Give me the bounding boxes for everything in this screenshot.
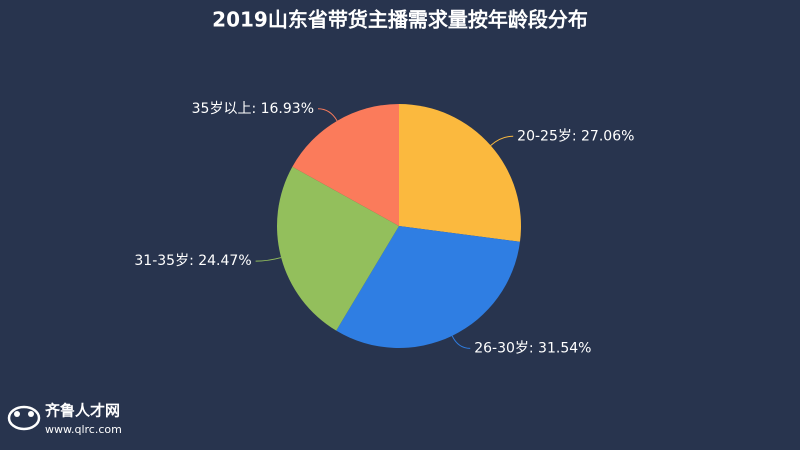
logo	[7, 405, 41, 431]
logo-eye	[14, 411, 20, 417]
data-label: 35岁以上: 16.93%	[192, 101, 314, 117]
data-label: 20-25岁: 27.06%	[517, 128, 634, 144]
logo-eye	[28, 411, 34, 417]
pie-slice	[336, 226, 520, 348]
leader-line	[451, 335, 471, 349]
chart-title: 2019山东省带货主播需求量按年龄段分布	[212, 8, 588, 32]
watermark-name: 齐鲁人才网	[45, 402, 120, 420]
watermark: 齐鲁人才网 www.qlrc.com	[7, 402, 122, 436]
watermark-url: www.qlrc.com	[45, 423, 122, 436]
pie-slice	[292, 104, 399, 226]
pie-slice	[277, 166, 399, 331]
leader-line	[255, 257, 282, 262]
leader-line	[490, 135, 514, 146]
leader-line	[318, 108, 338, 122]
data-label: 26-30岁: 31.54%	[474, 340, 591, 356]
data-label: 31-35岁: 24.47%	[134, 253, 251, 269]
pie-slice	[399, 104, 521, 242]
